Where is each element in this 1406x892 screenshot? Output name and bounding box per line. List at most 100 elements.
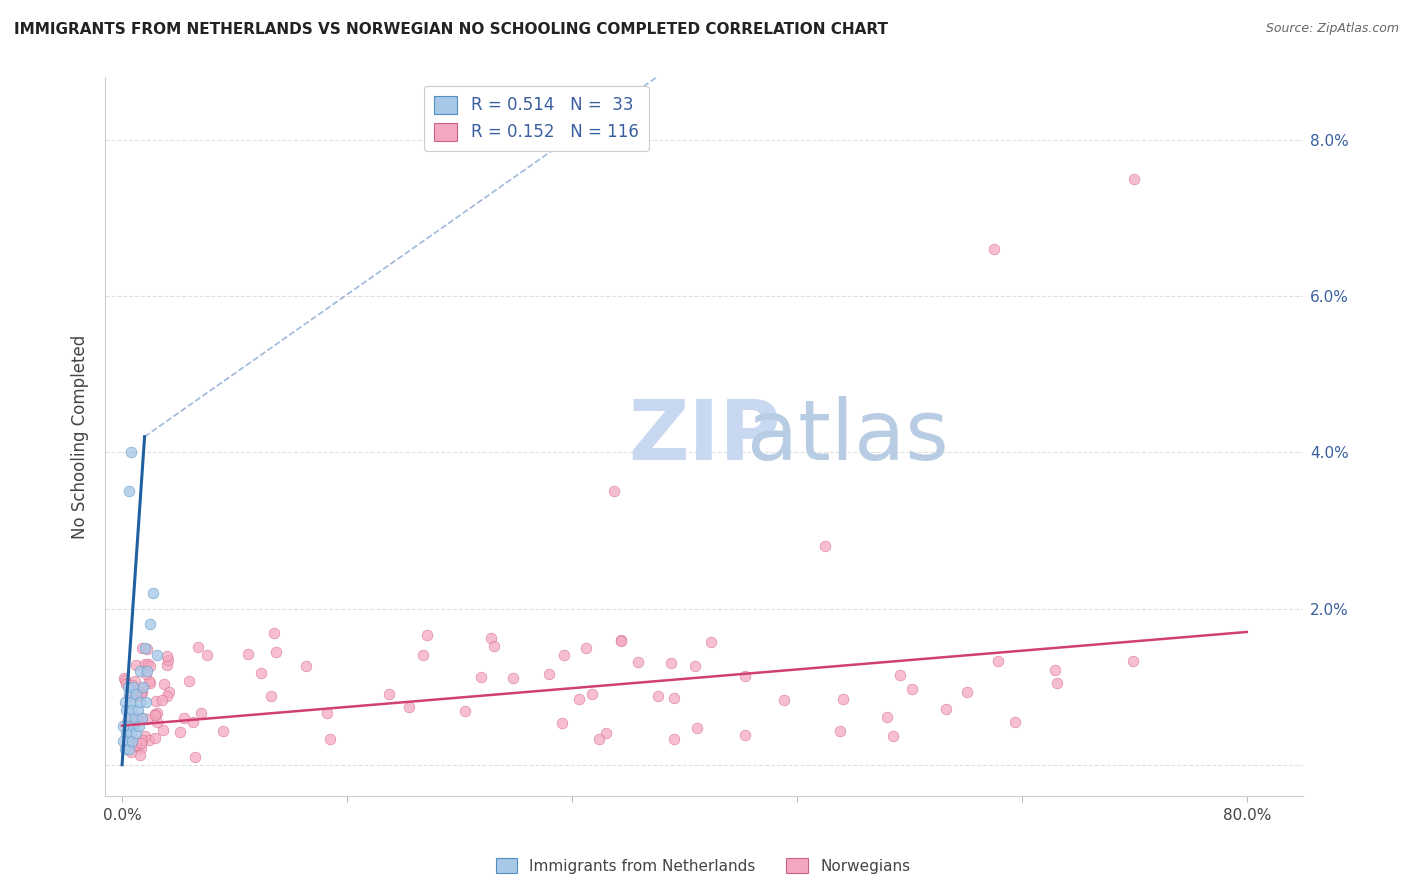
Point xyxy=(177,674,200,689)
Point xyxy=(157,685,180,699)
Point xyxy=(143,731,166,746)
Point xyxy=(595,726,617,740)
Point xyxy=(114,742,136,756)
Point xyxy=(814,539,837,553)
Point xyxy=(139,659,162,673)
Point xyxy=(127,711,149,725)
Point xyxy=(236,647,259,661)
Text: Source: ZipAtlas.com: Source: ZipAtlas.com xyxy=(1265,22,1399,36)
Point xyxy=(318,732,340,747)
Point xyxy=(412,648,434,663)
Point xyxy=(118,689,141,703)
Point xyxy=(115,677,138,691)
Point xyxy=(143,707,166,722)
Point xyxy=(575,641,598,656)
Point xyxy=(117,680,139,694)
Point xyxy=(987,654,1010,668)
Point xyxy=(1123,172,1146,186)
Point xyxy=(135,666,157,681)
Point xyxy=(138,673,160,688)
Point xyxy=(479,631,502,645)
Point xyxy=(184,749,207,764)
Point xyxy=(131,681,153,696)
Point xyxy=(129,748,152,763)
Point xyxy=(134,729,156,743)
Point xyxy=(1122,654,1144,668)
Point xyxy=(134,640,156,655)
Point xyxy=(122,686,145,700)
Point xyxy=(135,695,157,709)
Text: IMMIGRANTS FROM NETHERLANDS VS NORWEGIAN NO SCHOOLING COMPLETED CORRELATION CHAR: IMMIGRANTS FROM NETHERLANDS VS NORWEGIAN… xyxy=(14,22,889,37)
Text: ZIP: ZIP xyxy=(628,396,780,477)
Point xyxy=(734,728,756,742)
Point xyxy=(131,711,153,725)
Point xyxy=(152,723,174,738)
Point xyxy=(146,648,169,663)
Point xyxy=(415,628,437,642)
Point xyxy=(115,726,138,740)
Point xyxy=(1004,715,1026,730)
Point xyxy=(128,719,150,733)
Point xyxy=(956,685,979,699)
Point xyxy=(1043,663,1066,677)
Point xyxy=(537,667,560,681)
Point xyxy=(121,734,143,748)
Point xyxy=(882,729,904,743)
Point xyxy=(129,695,152,709)
Point xyxy=(138,733,160,747)
Point xyxy=(316,706,339,721)
Point xyxy=(662,731,685,746)
Point xyxy=(114,695,136,709)
Point xyxy=(115,703,138,717)
Point xyxy=(120,695,142,709)
Legend: Immigrants from Netherlands, Norwegians: Immigrants from Netherlands, Norwegians xyxy=(489,852,917,880)
Point xyxy=(700,634,723,648)
Point xyxy=(181,714,204,729)
Point xyxy=(772,692,794,706)
Point xyxy=(131,733,153,747)
Point xyxy=(153,677,176,691)
Point xyxy=(156,690,179,704)
Point xyxy=(581,687,603,701)
Text: atlas: atlas xyxy=(747,396,949,477)
Point xyxy=(125,713,148,727)
Point xyxy=(120,681,142,696)
Point xyxy=(135,712,157,726)
Point xyxy=(610,633,633,648)
Point xyxy=(553,648,575,663)
Point xyxy=(901,681,924,696)
Point xyxy=(685,659,707,673)
Point xyxy=(131,711,153,725)
Point xyxy=(889,668,911,682)
Point xyxy=(935,701,957,715)
Point xyxy=(603,484,626,499)
Point xyxy=(112,734,135,748)
Point xyxy=(876,710,898,724)
Point xyxy=(156,657,179,672)
Point xyxy=(647,689,669,703)
Point xyxy=(250,666,273,681)
Point xyxy=(131,641,153,656)
Point xyxy=(124,690,146,704)
Point xyxy=(212,723,235,738)
Point xyxy=(568,692,591,706)
Point xyxy=(114,673,136,687)
Point xyxy=(132,680,155,694)
Point xyxy=(112,719,135,733)
Point xyxy=(150,693,173,707)
Point xyxy=(377,687,399,701)
Point xyxy=(125,739,148,754)
Point xyxy=(263,626,285,640)
Point xyxy=(124,716,146,731)
Point xyxy=(482,640,505,654)
Point xyxy=(187,640,209,655)
Point xyxy=(295,659,318,673)
Point xyxy=(118,742,141,756)
Point xyxy=(832,692,855,706)
Point xyxy=(124,739,146,753)
Legend: R = 0.514   N =  33, R = 0.152   N = 116: R = 0.514 N = 33, R = 0.152 N = 116 xyxy=(425,86,648,152)
Point xyxy=(453,704,475,718)
Point xyxy=(173,711,195,725)
Point xyxy=(122,680,145,694)
Point xyxy=(260,690,283,704)
